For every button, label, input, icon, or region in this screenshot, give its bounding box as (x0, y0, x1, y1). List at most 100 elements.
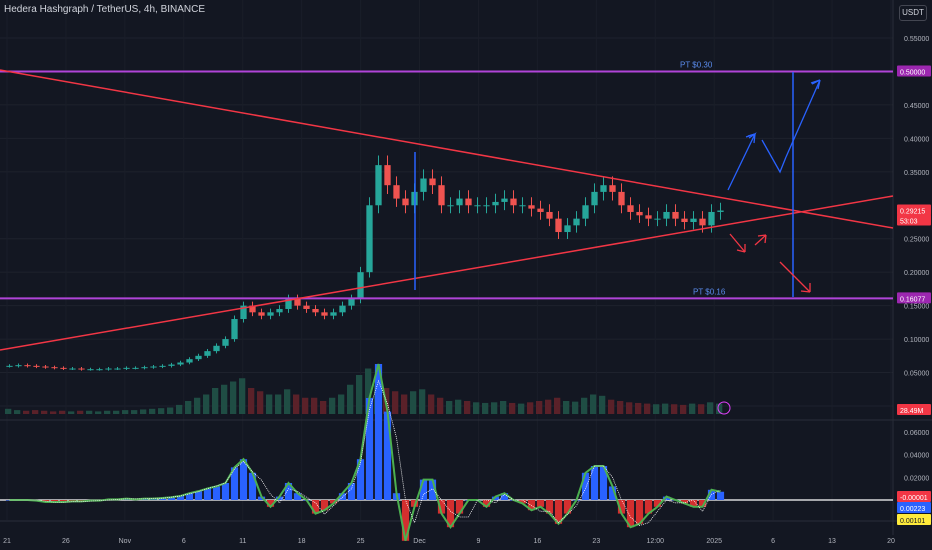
osc-histogram-bar (275, 496, 284, 500)
arrow-head (800, 283, 811, 293)
ascending-trendline (0, 195, 894, 351)
volume-bar (248, 388, 255, 414)
volume-bar (680, 404, 687, 414)
volume-bar (230, 381, 237, 414)
candle-body (699, 218, 706, 226)
osc-histogram-bar (491, 496, 500, 500)
osc-histogram-bar (482, 500, 491, 507)
volume-bar (131, 410, 138, 414)
volume-bar (32, 410, 39, 414)
candle-body (501, 198, 508, 202)
candle-body (600, 185, 607, 192)
osc-histogram-bar (653, 500, 662, 507)
volume-bar (509, 402, 516, 414)
osc-histogram-bar (401, 500, 410, 541)
price-badges: 0.50000 0.16077 0.29215 53:03 28.49M 0.00223 0… (897, 65, 931, 525)
candle-body (339, 305, 346, 313)
y-tick-label: 0.55000 (904, 36, 929, 43)
volume-bar (77, 410, 84, 414)
volume-bar (59, 410, 66, 414)
arrow-head (810, 79, 821, 90)
candle-body (87, 369, 94, 371)
candle-body (429, 178, 436, 186)
osc-histogram-bar (626, 500, 635, 528)
bearish-arrow (754, 234, 767, 246)
osc-histogram-bar (689, 500, 698, 507)
osc-histogram-bar (230, 467, 239, 500)
osc-histogram-bar (608, 486, 617, 500)
candle-body (213, 345, 220, 352)
bearish-arrow (779, 261, 811, 293)
y-tick-label: 0.40000 (904, 136, 929, 143)
candle-body (195, 355, 202, 360)
volume-bar (554, 397, 561, 414)
y-tick-label: 0.15000 (904, 304, 929, 311)
price-badge-label: 0.16077 (900, 296, 925, 303)
x-tick-label: 23 (592, 538, 600, 545)
osc-histogram-bar (527, 500, 536, 511)
candle-body (582, 205, 589, 219)
osc-histogram-bar (284, 483, 293, 500)
osc-histogram-bar (50, 500, 59, 503)
candle-body (492, 201, 499, 206)
osc-histogram-bar (248, 472, 257, 500)
y-tick-label: 0.20000 (904, 270, 929, 277)
osc-histogram-bar (707, 489, 716, 500)
osc-histogram-bar (581, 472, 590, 500)
candle-body (312, 308, 319, 313)
price-badge (897, 65, 931, 77)
candle-body (159, 365, 166, 367)
volume-bar (392, 391, 399, 414)
candle-body (186, 359, 193, 363)
volume-bar (419, 389, 426, 414)
y-tick-label: 0.05000 (904, 371, 929, 378)
price-badge (897, 204, 931, 216)
osc-badge-label: -0.00001 (900, 495, 928, 502)
osc-histogram-bar (617, 500, 626, 514)
arrow-head (757, 234, 767, 244)
osc-histogram-bar (455, 500, 464, 514)
x-tick-label: Dec (413, 538, 426, 545)
osc-histogram-bar (329, 500, 338, 504)
currency-button[interactable]: USDT (899, 5, 927, 21)
volume-bar (338, 394, 345, 414)
price-badge-label: 53:03 (900, 219, 918, 226)
candle-body (303, 305, 310, 309)
x-tick-label: 26 (62, 538, 70, 545)
osc-histogram-bar (347, 483, 356, 500)
osc-histogram-bar (446, 500, 455, 528)
osc-histogram-bar (257, 496, 266, 500)
osc-histogram-bar (338, 493, 347, 500)
osc-histogram-bar (428, 479, 437, 500)
price-badge (897, 292, 931, 304)
candle-body (15, 365, 22, 367)
volume-bar (644, 403, 651, 414)
x-tick-label: Nov (119, 538, 132, 545)
x-tick-label: 2025 (706, 538, 722, 545)
drawings[interactable]: PT $0.30 PT $0.16 (0, 60, 894, 415)
volume-bar (401, 394, 408, 414)
candle-body (51, 367, 58, 369)
osc-signal-line (9, 379, 721, 526)
volume-bar (284, 389, 291, 414)
volume-bar (185, 401, 192, 414)
volume-bar (563, 401, 570, 414)
candle-body (438, 185, 445, 206)
osc-histogram-bar (563, 500, 572, 514)
x-tick-label: 20 (887, 538, 895, 545)
volume-bar (320, 401, 327, 414)
candle-body (375, 165, 382, 206)
candle-body (294, 298, 301, 306)
osc-histogram-bar (590, 466, 599, 500)
volume-bar (608, 399, 615, 414)
price-badge-label: 0.29215 (900, 209, 925, 216)
descending-trendline (0, 69, 894, 229)
volume-bar (527, 402, 534, 414)
x-tick-label: 13 (828, 538, 836, 545)
candle-body (690, 218, 697, 222)
volume-bar (122, 410, 129, 414)
osc-histogram-bar (185, 493, 194, 500)
candle-body (258, 312, 265, 316)
candle-body (519, 205, 526, 207)
